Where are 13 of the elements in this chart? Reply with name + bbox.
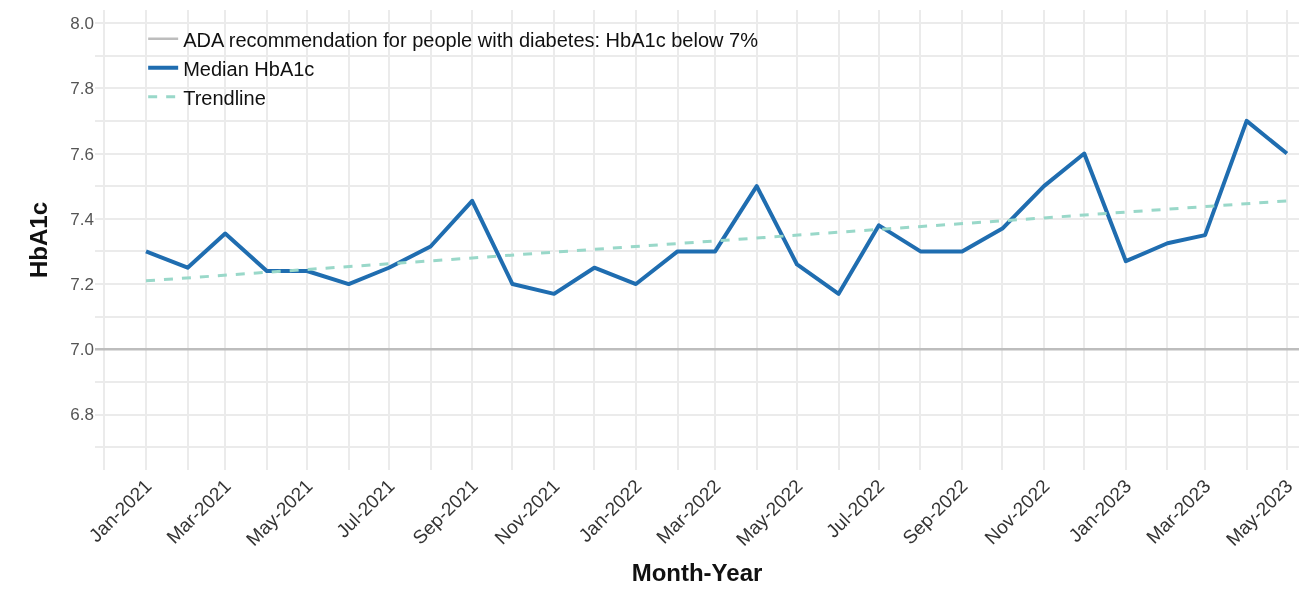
y-tick-label: 7.8 xyxy=(70,79,94,99)
y-tick-label: 7.0 xyxy=(70,340,94,360)
y-tick-label: 7.4 xyxy=(70,209,94,229)
legend-label: Median HbA1c xyxy=(183,57,315,80)
y-axis-title: HbA1c xyxy=(25,201,53,279)
y-tick-label: 8.0 xyxy=(70,14,94,33)
legend-label: Trendline xyxy=(183,86,266,109)
y-tick-label: 6.8 xyxy=(70,405,94,425)
x-axis-title: Month-Year xyxy=(631,559,763,587)
y-tick-label: 7.6 xyxy=(70,144,94,164)
y-tick-label: 7.2 xyxy=(70,274,94,294)
legend-label: ADA recommendation for people with diabetes: HbA1c below 7% xyxy=(183,28,759,51)
line-series xyxy=(144,118,1289,296)
